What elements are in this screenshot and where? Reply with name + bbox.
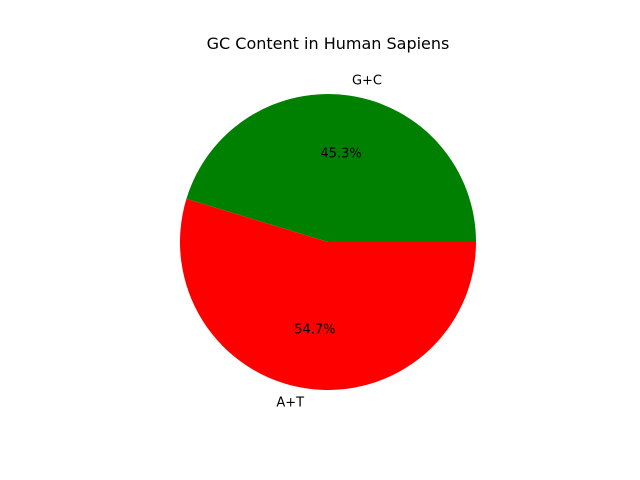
slice-label-a-t: A+T	[276, 396, 304, 411]
percent-label-g-c: 45.3%	[320, 147, 361, 162]
pie-slice-g-c	[186, 93, 476, 242]
pie-slices	[180, 93, 477, 390]
pie-slice-a-t	[180, 198, 477, 390]
pie-labels: G+C 45.3% A+T 54.7%	[276, 73, 382, 410]
slice-label-g-c: G+C	[352, 73, 382, 88]
percent-label-a-t: 54.7%	[294, 322, 335, 337]
chart-title: GC Content in Human Sapiens	[207, 34, 450, 53]
